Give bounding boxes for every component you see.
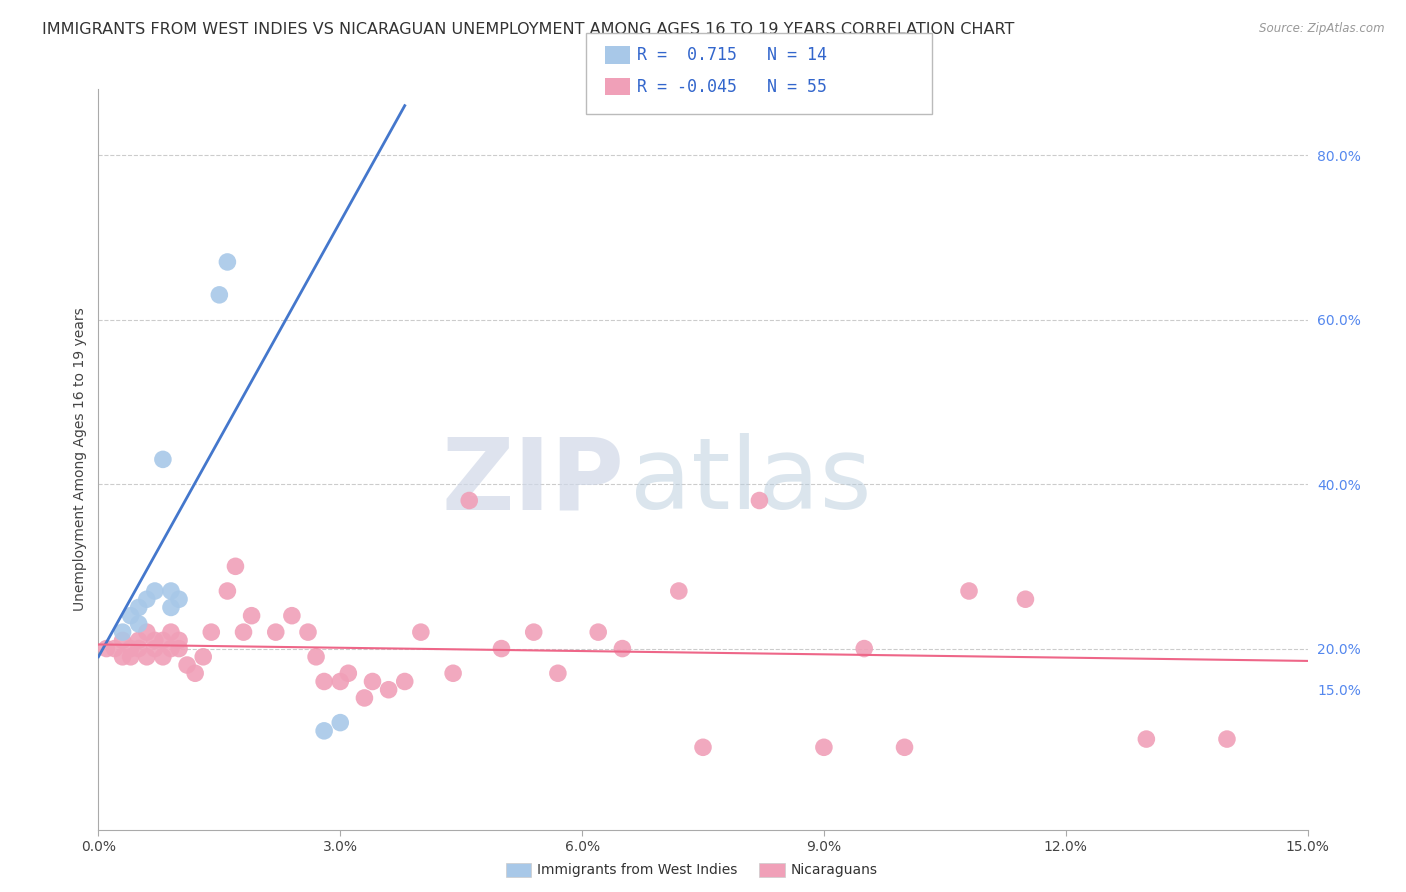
Point — [143, 641, 166, 656]
Point — [152, 649, 174, 664]
Point — [353, 690, 375, 705]
Point — [160, 584, 183, 599]
Point — [232, 625, 254, 640]
Point — [217, 255, 239, 269]
Point — [143, 633, 166, 648]
Point — [128, 633, 150, 648]
Point — [547, 666, 569, 681]
Point — [200, 625, 222, 640]
Text: atlas: atlas — [630, 434, 872, 530]
Point — [957, 584, 980, 599]
Point — [314, 674, 336, 689]
Point — [441, 666, 464, 681]
Point — [135, 592, 157, 607]
Point — [377, 682, 399, 697]
Y-axis label: Unemployment Among Ages 16 to 19 years: Unemployment Among Ages 16 to 19 years — [73, 308, 87, 611]
Point — [111, 633, 134, 648]
Point — [160, 600, 183, 615]
Point — [813, 740, 835, 755]
Point — [1014, 592, 1036, 607]
Point — [297, 625, 319, 640]
Point — [167, 641, 190, 656]
Point — [120, 649, 142, 664]
Point — [523, 625, 546, 640]
Point — [329, 715, 352, 730]
Point — [184, 666, 207, 681]
Point — [160, 641, 183, 656]
Point — [314, 723, 336, 738]
Point — [208, 288, 231, 302]
Point — [176, 658, 198, 673]
Point — [586, 625, 609, 640]
Point — [160, 625, 183, 640]
Point — [135, 625, 157, 640]
Text: R =  0.715   N = 14: R = 0.715 N = 14 — [637, 46, 827, 64]
Point — [224, 559, 246, 574]
Point — [143, 584, 166, 599]
Point — [120, 608, 142, 623]
Text: Nicaraguans: Nicaraguans — [790, 863, 877, 877]
Point — [217, 584, 239, 599]
Point — [135, 649, 157, 664]
Point — [167, 633, 190, 648]
Point — [264, 625, 287, 640]
Point — [893, 740, 915, 755]
Point — [240, 608, 263, 623]
Point — [128, 641, 150, 656]
Point — [1135, 732, 1157, 747]
Text: Source: ZipAtlas.com: Source: ZipAtlas.com — [1260, 22, 1385, 36]
Point — [458, 493, 481, 508]
Point — [409, 625, 432, 640]
Point — [337, 666, 360, 681]
Point — [305, 649, 328, 664]
Point — [128, 616, 150, 631]
Point — [853, 641, 876, 656]
Point — [152, 633, 174, 648]
Point — [361, 674, 384, 689]
Point — [111, 649, 134, 664]
Point — [152, 452, 174, 467]
Point — [103, 641, 125, 656]
Point — [748, 493, 770, 508]
Point — [281, 608, 304, 623]
Point — [96, 641, 118, 656]
Text: Immigrants from West Indies: Immigrants from West Indies — [537, 863, 738, 877]
Point — [491, 641, 513, 656]
Text: IMMIGRANTS FROM WEST INDIES VS NICARAGUAN UNEMPLOYMENT AMONG AGES 16 TO 19 YEARS: IMMIGRANTS FROM WEST INDIES VS NICARAGUA… — [42, 22, 1015, 37]
Point — [120, 641, 142, 656]
Point — [612, 641, 634, 656]
Point — [692, 740, 714, 755]
Point — [111, 625, 134, 640]
Point — [128, 600, 150, 615]
Text: R = -0.045   N = 55: R = -0.045 N = 55 — [637, 78, 827, 95]
Text: ZIP: ZIP — [441, 434, 624, 530]
Point — [167, 592, 190, 607]
Point — [329, 674, 352, 689]
Point — [668, 584, 690, 599]
Point — [394, 674, 416, 689]
Point — [193, 649, 215, 664]
Point — [1216, 732, 1239, 747]
